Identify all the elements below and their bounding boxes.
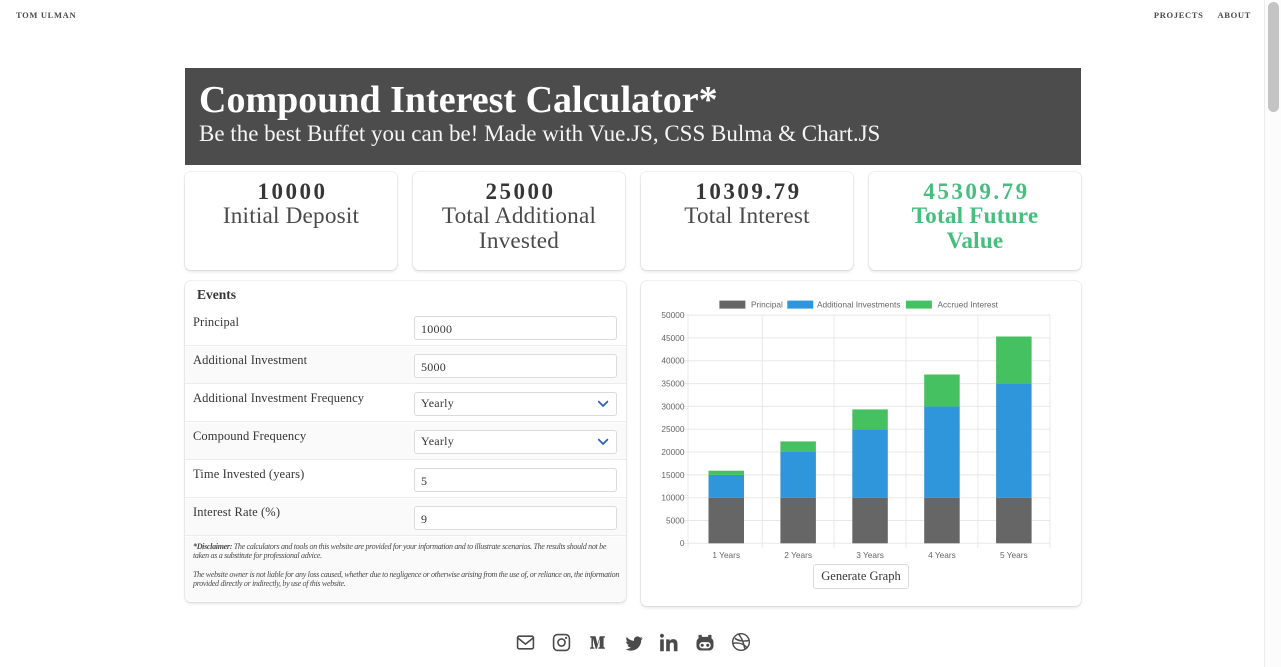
svg-text:30000: 30000 [661, 401, 684, 411]
svg-text:45000: 45000 [661, 333, 684, 343]
svg-text:1 Years: 1 Years [712, 550, 740, 560]
svg-text:5 Years: 5 Years [1000, 550, 1028, 560]
svg-text:5000: 5000 [666, 515, 685, 525]
svg-text:3 Years: 3 Years [856, 550, 884, 560]
svg-text:20000: 20000 [661, 447, 684, 457]
svg-text:25000: 25000 [661, 424, 684, 434]
svg-text:0: 0 [680, 538, 685, 548]
svg-text:Principal: Principal [751, 300, 783, 310]
svg-text:Additional Investments: Additional Investments [817, 300, 900, 310]
svg-text:35000: 35000 [661, 379, 684, 389]
svg-text:50000: 50000 [661, 310, 684, 320]
svg-text:40000: 40000 [661, 356, 684, 366]
svg-text:Accrued Interest: Accrued Interest [938, 300, 999, 310]
svg-text:2 Years: 2 Years [784, 550, 812, 560]
svg-text:15000: 15000 [661, 470, 684, 480]
svg-text:4 Years: 4 Years [928, 550, 956, 560]
svg-text:10000: 10000 [661, 493, 684, 503]
